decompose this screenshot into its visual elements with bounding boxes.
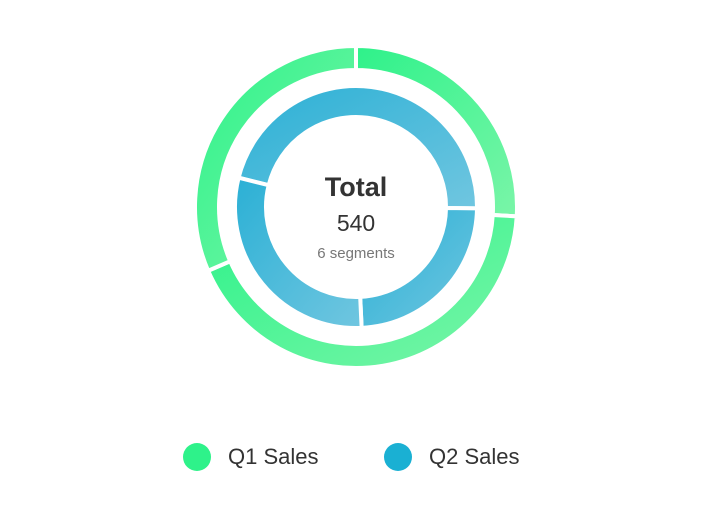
center-label: Total (325, 172, 388, 202)
donut-segment (236, 84, 479, 211)
donut-segment (193, 43, 358, 274)
legend-swatch (183, 443, 211, 471)
donut-segment (233, 175, 364, 330)
legend-swatch (384, 443, 412, 471)
center-value: 540 (337, 210, 375, 236)
legend-label: Q2 Sales (429, 444, 520, 469)
legend-label: Q1 Sales (228, 444, 319, 469)
center-note: 6 segments (317, 245, 395, 262)
